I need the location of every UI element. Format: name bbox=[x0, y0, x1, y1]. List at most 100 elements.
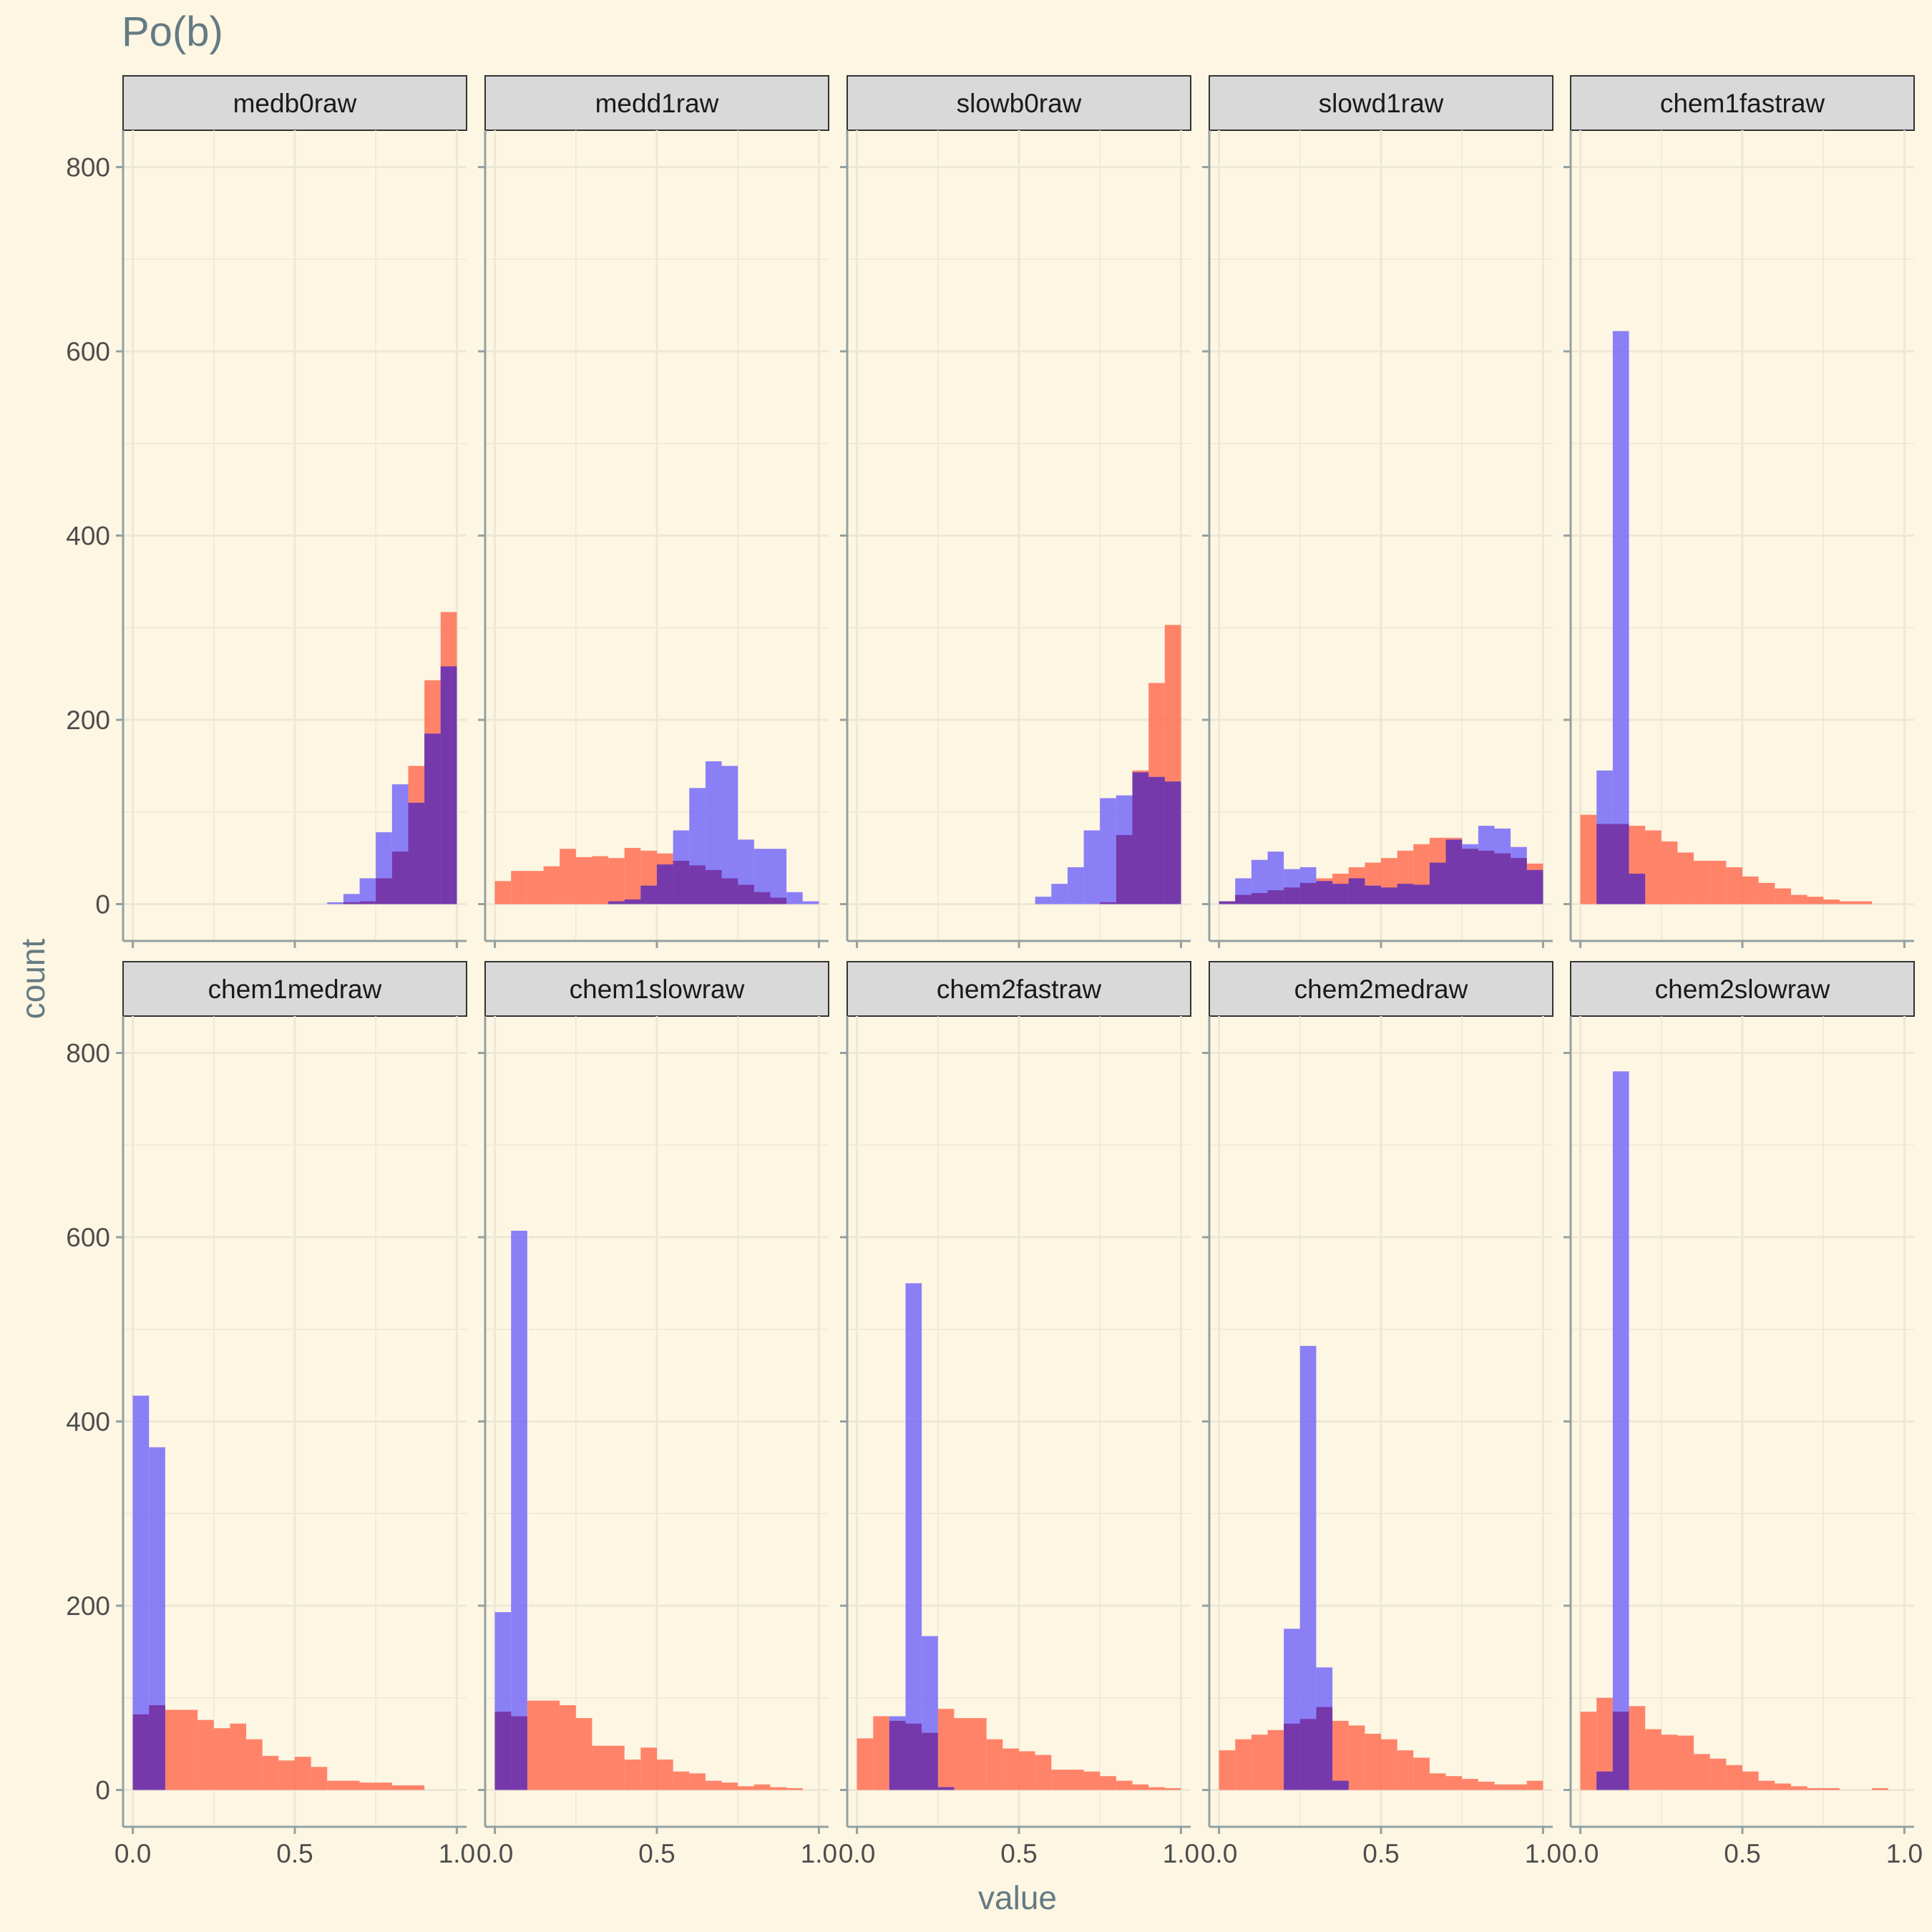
histogram-bar-red bbox=[1235, 1739, 1252, 1790]
histogram-bar-overlap bbox=[1332, 884, 1349, 904]
facet-strip bbox=[484, 961, 829, 1017]
histogram-bar-overlap bbox=[1235, 894, 1252, 904]
histogram-bar-red bbox=[1580, 1712, 1597, 1790]
histogram-bar-red bbox=[1677, 852, 1694, 904]
histogram-bar-red bbox=[262, 1755, 279, 1790]
histogram-bar-overlap bbox=[1132, 772, 1149, 904]
histogram-bar-red bbox=[1596, 1697, 1613, 1790]
histogram-bar-red bbox=[1251, 1735, 1268, 1790]
histogram-bar-blue bbox=[1100, 798, 1116, 904]
x-tick-label: 1.0 bbox=[1886, 1839, 1923, 1868]
histogram-bar-red bbox=[1872, 1787, 1888, 1790]
histogram-bar-red bbox=[1580, 814, 1597, 904]
facet-strip-label: chem2medraw bbox=[1294, 975, 1468, 1004]
histogram-bar-red bbox=[624, 847, 641, 904]
x-tick-label: 0.5 bbox=[1000, 1839, 1037, 1868]
histogram-bar-red bbox=[1002, 1748, 1019, 1790]
facet-medd1raw: medd1raw bbox=[478, 75, 829, 948]
histogram-bar-red bbox=[527, 1700, 544, 1790]
histogram-bar-overlap bbox=[376, 878, 392, 904]
histogram-bar-blue bbox=[1035, 897, 1052, 904]
histogram-bar-overlap bbox=[1365, 885, 1381, 904]
y-tick-label: 0 bbox=[95, 1776, 110, 1805]
x-tick-label: 0.0 bbox=[477, 1839, 513, 1868]
histogram-bar-red bbox=[246, 1739, 263, 1790]
histogram-bar-overlap bbox=[705, 869, 722, 904]
histogram-bar-red bbox=[1645, 1729, 1662, 1790]
histogram-bar-overlap bbox=[1284, 1723, 1300, 1790]
histogram-bar-red bbox=[1742, 876, 1759, 904]
histogram-bar-blue bbox=[149, 1447, 165, 1790]
histogram-bar-red bbox=[608, 858, 625, 904]
histogram-bar-red bbox=[937, 1709, 955, 1790]
histogram-bar-red bbox=[1365, 1733, 1381, 1790]
histogram-bar-red bbox=[1526, 1780, 1543, 1790]
histogram-bar-overlap bbox=[391, 852, 409, 904]
histogram-bar-overlap bbox=[1526, 869, 1543, 904]
histogram-bar-red bbox=[1694, 860, 1710, 904]
facet-chem2fastraw: chem2fastraw 0.0 0.5 1.0 bbox=[839, 961, 1199, 1868]
histogram-bar-red bbox=[857, 1738, 874, 1790]
x-tick-label: 0.0 bbox=[839, 1839, 875, 1868]
facet-strip bbox=[1209, 961, 1553, 1017]
y-axis-title: count bbox=[14, 939, 52, 1020]
histogram-bar-red bbox=[1381, 1739, 1397, 1790]
histogram-bar-red bbox=[1823, 899, 1840, 904]
histogram-bar-overlap bbox=[1462, 849, 1478, 904]
histogram-bar-overlap bbox=[1251, 893, 1268, 904]
histogram-bar-red bbox=[1051, 1770, 1068, 1790]
histogram-bar-red bbox=[278, 1760, 295, 1790]
histogram-bar-red bbox=[954, 1718, 971, 1790]
facet-chem1slowraw: chem1slowraw 0.0 0.5 1.0 bbox=[477, 961, 837, 1868]
histogram-bar-red bbox=[1067, 1770, 1084, 1790]
facet-strip-label: chem1slowraw bbox=[570, 975, 745, 1004]
facets: medb0raw 0 200 400 600 800 medd1raw slowb0raw sl… bbox=[66, 75, 1923, 1868]
facet-strip-label: chem2fastraw bbox=[937, 975, 1102, 1004]
histogram-bar-overlap bbox=[608, 901, 625, 904]
histogram-bar-red bbox=[343, 1780, 360, 1790]
histogram-bar-blue bbox=[132, 1395, 150, 1790]
histogram-bar-red bbox=[1807, 1787, 1824, 1790]
histogram-bar-red bbox=[1132, 1784, 1149, 1790]
histogram-bar-overlap bbox=[721, 878, 738, 904]
histogram-bar-overlap bbox=[689, 865, 706, 904]
histogram-bar-red bbox=[391, 1785, 409, 1790]
histogram-bar-blue bbox=[511, 1230, 527, 1790]
histogram-bar-red bbox=[494, 881, 512, 904]
histogram-bar-overlap bbox=[1381, 887, 1397, 904]
histogram-bar-blue bbox=[802, 901, 819, 904]
histogram-bar-overlap bbox=[1348, 878, 1365, 904]
histogram-bar-overlap bbox=[132, 1714, 150, 1790]
histogram-bar-overlap bbox=[1445, 839, 1463, 904]
histogram-bar-red bbox=[1855, 901, 1873, 904]
histogram-bar-red bbox=[1511, 1784, 1527, 1790]
histogram-bar-red bbox=[213, 1728, 230, 1790]
facet-slowb0raw: slowb0raw bbox=[840, 75, 1191, 948]
histogram-bar-overlap bbox=[408, 802, 425, 904]
histogram-bar-overlap bbox=[1612, 824, 1629, 904]
histogram-bar-overlap bbox=[624, 899, 641, 904]
histogram-bar-overlap bbox=[424, 733, 441, 904]
histogram-bar-overlap bbox=[1629, 874, 1646, 904]
histogram-bar-red bbox=[1219, 1750, 1236, 1790]
x-tick-label: 0.5 bbox=[1362, 1839, 1399, 1868]
histogram-bar-overlap bbox=[149, 1705, 165, 1790]
facet-strip-label: chem2slowraw bbox=[1655, 975, 1830, 1004]
histogram-bar-red bbox=[1494, 1784, 1511, 1790]
histogram-bar-red bbox=[527, 871, 544, 904]
histogram-bar-red bbox=[986, 1739, 1003, 1790]
histogram-bar-blue bbox=[1612, 1071, 1629, 1790]
histogram-bar-blue bbox=[1612, 331, 1629, 904]
y-tick-label: 800 bbox=[66, 153, 110, 182]
histogram-bar-red bbox=[1445, 1776, 1463, 1790]
histogram-bar-overlap bbox=[1299, 882, 1317, 904]
histogram-bar-blue bbox=[327, 902, 343, 904]
histogram-bar-red bbox=[1645, 830, 1662, 904]
histogram-bar-overlap bbox=[657, 864, 673, 904]
facet-slowd1raw: slowd1raw bbox=[1202, 75, 1553, 948]
histogram-bar-red bbox=[1661, 841, 1678, 904]
x-tick-label: 0.0 bbox=[1562, 1839, 1599, 1868]
histogram-bar-overlap bbox=[889, 1720, 906, 1790]
x-tick-label: 1.0 bbox=[1525, 1839, 1561, 1868]
histogram-bar-red bbox=[560, 849, 576, 904]
